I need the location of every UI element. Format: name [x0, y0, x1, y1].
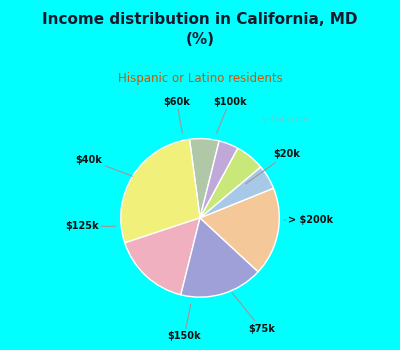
Text: $100k: $100k: [213, 97, 246, 134]
Wedge shape: [121, 139, 200, 243]
Wedge shape: [200, 188, 279, 272]
Text: $150k: $150k: [167, 304, 201, 341]
Text: Hispanic or Latino residents: Hispanic or Latino residents: [118, 72, 282, 85]
Text: $20k: $20k: [246, 149, 300, 184]
Text: $40k: $40k: [76, 155, 133, 176]
Wedge shape: [190, 139, 219, 218]
Text: $75k: $75k: [232, 293, 275, 334]
Wedge shape: [181, 218, 258, 297]
Wedge shape: [125, 218, 200, 295]
Text: $60k: $60k: [163, 97, 190, 133]
Wedge shape: [200, 148, 261, 218]
Wedge shape: [200, 141, 238, 218]
Text: > $200k: > $200k: [284, 215, 334, 225]
Text: ty-Data.com: ty-Data.com: [261, 115, 308, 124]
Text: $125k: $125k: [65, 221, 116, 231]
Wedge shape: [200, 167, 274, 218]
Text: Income distribution in California, MD
(%): Income distribution in California, MD (%…: [42, 12, 358, 47]
